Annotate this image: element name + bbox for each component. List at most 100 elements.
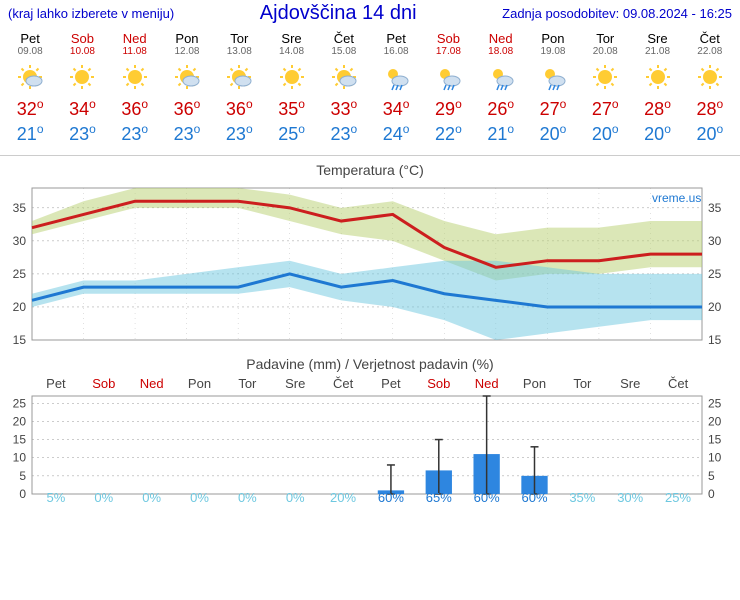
- day-column: Sob10.0834o23o: [56, 31, 108, 147]
- svg-text:15: 15: [708, 333, 722, 347]
- temp-high: 32o: [4, 97, 56, 120]
- day-name: Pon: [527, 31, 579, 46]
- svg-text:25: 25: [13, 396, 27, 410]
- day-column: Čet15.0833o23o: [318, 31, 370, 147]
- svg-text:20: 20: [708, 414, 722, 428]
- temp-low: 20o: [631, 122, 683, 145]
- day-date: 13.08: [213, 46, 265, 57]
- svg-text:Tor: Tor: [238, 376, 257, 391]
- svg-text:15: 15: [13, 433, 27, 447]
- svg-text:Sre: Sre: [620, 376, 640, 391]
- temp-high: 29o: [422, 97, 474, 120]
- day-date: 18.08: [475, 46, 527, 57]
- svg-text:20: 20: [13, 414, 27, 428]
- temp-low: 22o: [422, 122, 474, 145]
- temp-chart-title: Temperatura (°C): [0, 162, 740, 178]
- temp-high: 26o: [475, 97, 527, 120]
- temp-high: 28o: [684, 97, 736, 120]
- watermark: vreme.us: [652, 191, 701, 205]
- day-column: Pet09.0832o21o: [4, 31, 56, 147]
- svg-text:5%: 5%: [47, 490, 66, 504]
- temp-high: 34o: [56, 97, 108, 120]
- svg-text:Pet: Pet: [46, 376, 66, 391]
- svg-text:15: 15: [708, 433, 722, 447]
- day-column: Pet16.0834o24o: [370, 31, 422, 147]
- day-date: 20.08: [579, 46, 631, 57]
- day-column: Ned18.0826o21o: [475, 31, 527, 147]
- svg-text:25: 25: [13, 267, 27, 281]
- temp-high: 27o: [579, 97, 631, 120]
- svg-text:35: 35: [13, 201, 27, 215]
- svg-text:Ned: Ned: [140, 376, 164, 391]
- svg-text:0: 0: [708, 487, 715, 501]
- temp-low: 20o: [527, 122, 579, 145]
- day-name: Sob: [56, 31, 108, 46]
- temp-low: 23o: [109, 122, 161, 145]
- svg-text:15: 15: [13, 333, 27, 347]
- svg-text:60%: 60%: [378, 490, 404, 504]
- temp-low: 25o: [265, 122, 317, 145]
- svg-text:25%: 25%: [665, 490, 691, 504]
- svg-text:20%: 20%: [330, 490, 356, 504]
- temperature-chart: 15152020252530303535vreme.us: [0, 180, 730, 350]
- location-hint: (kraj lahko izberete v meniju): [8, 6, 174, 21]
- temp-low: 20o: [684, 122, 736, 145]
- temp-low: 21o: [475, 122, 527, 145]
- svg-text:35%: 35%: [569, 490, 595, 504]
- svg-text:Sre: Sre: [285, 376, 305, 391]
- svg-text:60%: 60%: [474, 490, 500, 504]
- weather-icon: [109, 63, 161, 91]
- temp-low: 23o: [161, 122, 213, 145]
- day-name: Pon: [161, 31, 213, 46]
- weather-icon: [318, 63, 370, 91]
- weather-icon: [4, 63, 56, 91]
- svg-text:25: 25: [708, 267, 722, 281]
- day-name: Sre: [265, 31, 317, 46]
- day-column: Sre21.0828o20o: [631, 31, 683, 147]
- svg-text:25: 25: [708, 396, 722, 410]
- svg-text:10: 10: [13, 451, 27, 465]
- day-date: 22.08: [684, 46, 736, 57]
- svg-text:Čet: Čet: [333, 376, 354, 391]
- day-date: 15.08: [318, 46, 370, 57]
- day-column: Pon12.0836o23o: [161, 31, 213, 147]
- svg-text:0%: 0%: [190, 490, 209, 504]
- weather-icon: [265, 63, 317, 91]
- svg-text:0%: 0%: [142, 490, 161, 504]
- day-column: Tor13.0836o23o: [213, 31, 265, 147]
- temp-low: 24o: [370, 122, 422, 145]
- day-date: 11.08: [109, 46, 161, 57]
- svg-text:20: 20: [708, 300, 722, 314]
- day-name: Čet: [684, 31, 736, 46]
- precipitation-chart: PetSobNedPonTorSreČetPetSobNedPonTorSreČ…: [0, 374, 730, 504]
- weather-icon: [684, 63, 736, 91]
- svg-text:5: 5: [708, 469, 715, 483]
- last-update: Zadnja posodobitev: 09.08.2024 - 16:25: [502, 6, 732, 21]
- svg-text:60%: 60%: [521, 490, 547, 504]
- svg-text:Pet: Pet: [381, 376, 401, 391]
- svg-text:65%: 65%: [426, 490, 452, 504]
- svg-text:0%: 0%: [286, 490, 305, 504]
- temp-low: 20o: [579, 122, 631, 145]
- temp-low: 21o: [4, 122, 56, 145]
- weather-icon: [56, 63, 108, 91]
- day-column: Čet22.08 28o20o: [684, 31, 736, 147]
- svg-text:20: 20: [13, 300, 27, 314]
- weather-icon: [527, 63, 579, 91]
- day-column: Sre14.0835o25o: [265, 31, 317, 147]
- day-date: 09.08: [4, 46, 56, 57]
- svg-text:0: 0: [19, 487, 26, 501]
- svg-text:Pon: Pon: [188, 376, 211, 391]
- weather-icon: [161, 63, 213, 91]
- temp-low: 23o: [318, 122, 370, 145]
- day-name: Čet: [318, 31, 370, 46]
- day-column: Tor20.0827o20o: [579, 31, 631, 147]
- svg-text:Sob: Sob: [92, 376, 115, 391]
- day-column: Ned11.0836o23o: [109, 31, 161, 147]
- svg-text:Pon: Pon: [523, 376, 546, 391]
- day-date: 10.08: [56, 46, 108, 57]
- page-title: Ajdovščina 14 dni: [260, 2, 417, 25]
- forecast-table: Pet09.0832o21oSob10.0834o23oNed11.0836o2…: [0, 27, 740, 156]
- svg-text:5: 5: [19, 469, 26, 483]
- day-date: 14.08: [265, 46, 317, 57]
